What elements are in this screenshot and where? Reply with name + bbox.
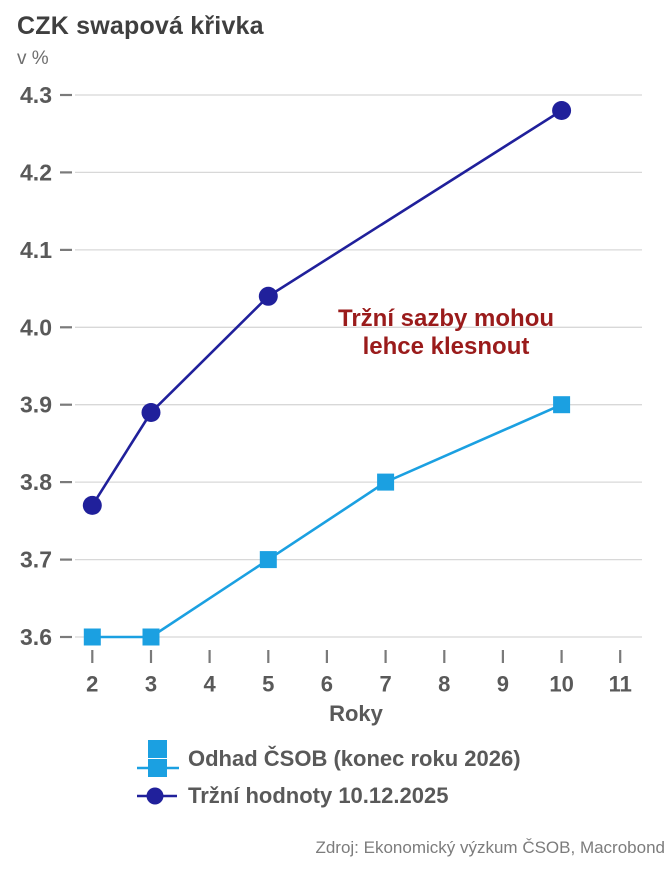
legend-label-odhad-csob: Odhad ČSOB (konec roku 2026) [188,746,521,771]
y-tick-label: 3.9 [20,392,52,418]
annotation-line-2: lehce klesnout [362,333,530,360]
circle-marker-icon [137,787,177,805]
x-axis-title: Roky [329,701,383,726]
series-line-square [92,403,563,639]
x-tick-label: 2 [86,672,98,697]
y-tick-label: 4.0 [20,314,52,340]
square-marker [377,473,395,491]
legend-label-trzni-hodnoty: Tržní hodnoty 10.12.2025 [188,783,449,808]
y-tick-label: 4.1 [20,237,52,263]
square-marker [142,628,160,646]
chart-annotation: Tržní sazby mohou lehce klesnout [300,305,592,361]
x-tick-label: 5 [262,672,274,697]
legend-item-trzni-hodnoty: Tržní hodnoty 10.12.2025 [136,783,521,809]
circle-marker [82,495,102,515]
chart-title: CZK swapová křivka [17,12,264,40]
square-marker [83,628,101,646]
x-tick-label: 11 [609,672,632,697]
x-tick-label: 4 [203,672,216,697]
y-tick-label: 3.7 [20,547,52,573]
x-tick-label: 8 [438,672,450,697]
source-note: Zdroj: Ekonomický výzkum ČSOB, Macrobond [315,838,665,857]
x-tick-label: 3 [145,672,157,697]
legend-item-odhad-csob: Odhad ČSOB (konec roku 2026) [136,738,521,780]
circle-marker [258,286,278,306]
annotation-line-1: Tržní sazby mohou [337,305,555,332]
x-tick-label: 7 [379,672,391,697]
y-tick-label: 4.2 [20,159,52,185]
square-marker [259,551,277,569]
series-line-circle [91,109,563,507]
x-tick-label: 6 [321,672,333,697]
x-tick-label: 9 [497,672,509,697]
y-axis-unit-label: v % [17,48,49,69]
square-marker-icon [137,740,179,777]
y-tick-label: 3.6 [20,624,52,650]
square-marker [553,396,571,414]
legend: Odhad ČSOB (konec roku 2026) Tržní hodno… [136,738,521,809]
circle-marker [141,403,161,422]
y-tick-label: 3.8 [20,469,52,495]
x-tick-label: 10 [549,672,573,697]
circle-marker [552,101,572,120]
y-tick-label: 4.3 [20,82,52,108]
